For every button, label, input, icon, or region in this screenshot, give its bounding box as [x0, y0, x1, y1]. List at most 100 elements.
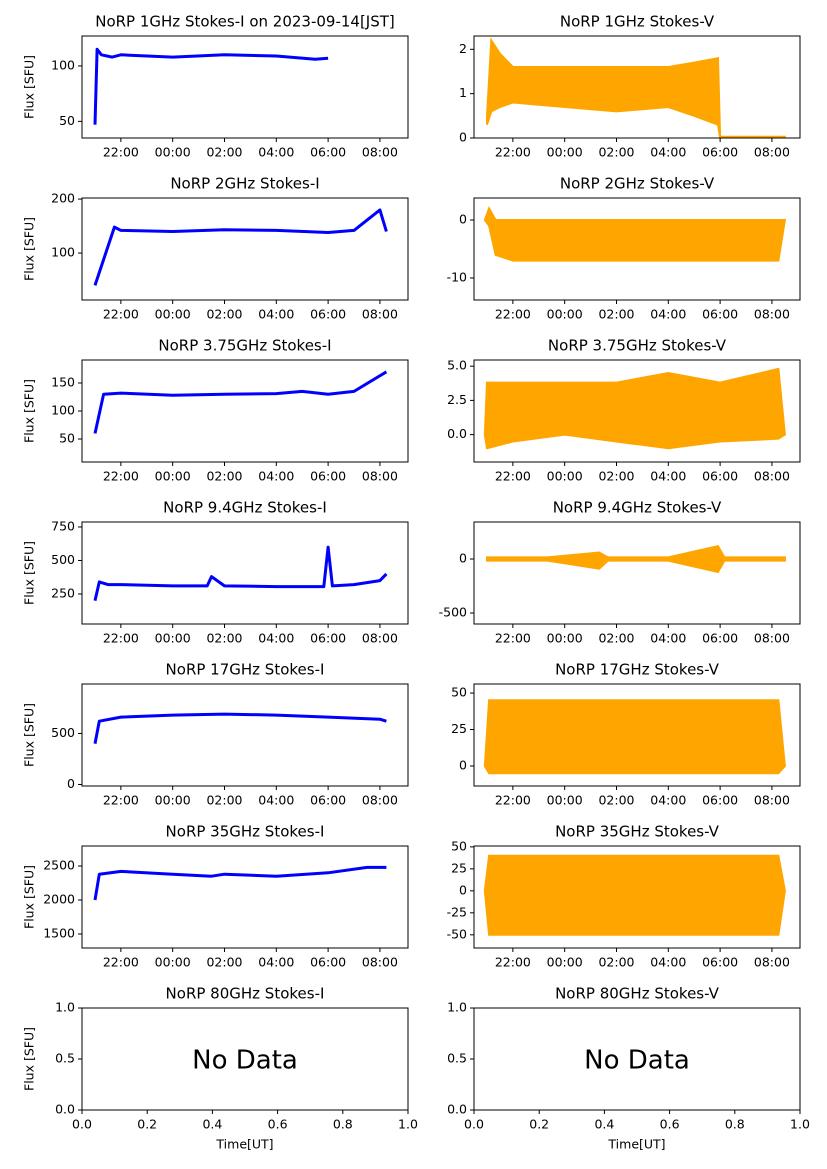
x-tick-label: 06:00 — [702, 307, 738, 322]
x-tick-label: 02:00 — [206, 631, 242, 646]
no-data-text: No Data — [584, 1046, 690, 1076]
y-tick-label: 50 — [59, 113, 75, 128]
x-tick-label: 06:00 — [310, 307, 346, 322]
y-axis-label: Flux [SFU] — [22, 865, 37, 929]
panel-title: NoRP 2GHz Stokes-V — [560, 175, 715, 193]
panel-frame — [81, 683, 409, 787]
y-tick-label: 0 — [459, 212, 467, 227]
x-tick-label: 04:00 — [258, 955, 294, 970]
panel-frame — [473, 35, 801, 139]
y-tick-label: 0.0 — [447, 426, 467, 441]
no-data-text: No Data — [192, 1046, 298, 1076]
x-tick-label: 1.0 — [790, 1117, 810, 1132]
y-tick-label: 25 — [451, 721, 467, 736]
x-tick-label: 0.4 — [202, 1117, 222, 1132]
x-tick-label: 0.8 — [333, 1117, 353, 1132]
x-tick-label: 00:00 — [547, 793, 583, 808]
x-tick-label: 06:00 — [702, 631, 738, 646]
x-tick-label: 06:00 — [702, 469, 738, 484]
panel-frame — [81, 1007, 409, 1111]
panel-frame — [473, 521, 801, 625]
x-tick-label: 04:00 — [258, 793, 294, 808]
x-tick-label: 00:00 — [155, 469, 191, 484]
x-tick-label: 0.0 — [464, 1117, 484, 1132]
x-tick-label: 06:00 — [310, 955, 346, 970]
x-tick-label: 02:00 — [206, 307, 242, 322]
x-tick-label: 00:00 — [155, 955, 191, 970]
y-tick-label: 100 — [51, 245, 75, 260]
flux-line — [93, 865, 387, 901]
x-tick-label: 02:00 — [598, 631, 634, 646]
y-tick-label: 100 — [51, 57, 75, 72]
panel-title: NoRP 17GHz Stokes-I — [166, 661, 325, 679]
x-tick-label: 22:00 — [495, 631, 531, 646]
y-tick-label: 0.0 — [447, 1102, 467, 1117]
x-tick-label: 02:00 — [206, 955, 242, 970]
y-tick-label: 1.0 — [55, 1000, 75, 1015]
y-axis-label: Flux [SFU] — [22, 541, 37, 605]
x-tick-label: 22:00 — [103, 793, 139, 808]
x-tick-label: 08:00 — [362, 793, 398, 808]
y-tick-label: 500 — [51, 725, 75, 740]
x-tick-label: 22:00 — [495, 469, 531, 484]
panel-title: NoRP 1GHz Stokes-V — [560, 13, 715, 31]
x-tick-label: 00:00 — [547, 631, 583, 646]
y-tick-label: 0 — [459, 758, 467, 773]
y-tick-label: 50 — [451, 838, 467, 853]
y-tick-label: 2.5 — [447, 392, 467, 407]
x-tick-label: 00:00 — [547, 307, 583, 322]
y-tick-label: 0 — [459, 882, 467, 897]
panel-frame — [81, 359, 409, 463]
flux-band — [483, 854, 786, 936]
x-tick-label: 04:00 — [650, 955, 686, 970]
panel-title: NoRP 80GHz Stokes-V — [555, 985, 720, 1003]
x-tick-label: 08:00 — [754, 145, 790, 160]
x-tick-label: 02:00 — [206, 145, 242, 160]
y-tick-label: 150 — [51, 374, 75, 389]
y-axis-label: Flux [SFU] — [22, 217, 37, 281]
x-tick-label: 06:00 — [310, 469, 346, 484]
panel-title: NoRP 9.4GHz Stokes-V — [553, 499, 722, 517]
x-tick-label: 22:00 — [103, 631, 139, 646]
panel-frame — [81, 521, 409, 625]
x-axis-label: Time[UT] — [607, 1137, 665, 1152]
panel-frame — [473, 359, 801, 463]
x-tick-label: 00:00 — [155, 145, 191, 160]
x-tick-label: 22:00 — [495, 793, 531, 808]
x-tick-label: 08:00 — [754, 469, 790, 484]
panel-title: NoRP 80GHz Stokes-I — [166, 985, 325, 1003]
x-tick-label: 00:00 — [547, 145, 583, 160]
y-axis-label: Flux [SFU] — [22, 379, 37, 443]
panel-title: NoRP 17GHz Stokes-V — [555, 661, 720, 679]
y-axis-label: Flux [SFU] — [22, 55, 37, 119]
y-tick-label: 2 — [459, 41, 467, 56]
y-tick-label: -50 — [447, 926, 467, 941]
x-tick-label: 00:00 — [155, 793, 191, 808]
y-tick-label: 25 — [451, 860, 467, 875]
panel-frame — [473, 197, 801, 301]
flux-line — [93, 47, 329, 125]
x-tick-label: 0.6 — [268, 1117, 288, 1132]
x-tick-label: 0.6 — [660, 1117, 680, 1132]
x-tick-label: 04:00 — [258, 307, 294, 322]
x-tick-label: 04:00 — [650, 793, 686, 808]
x-tick-label: 08:00 — [754, 793, 790, 808]
x-tick-label: 04:00 — [650, 631, 686, 646]
flux-band — [483, 206, 787, 262]
x-tick-label: 00:00 — [547, 469, 583, 484]
panel-title: NoRP 35GHz Stokes-I — [166, 823, 325, 841]
x-tick-label: 08:00 — [754, 307, 790, 322]
x-tick-label: 02:00 — [598, 145, 634, 160]
x-tick-label: 22:00 — [495, 307, 531, 322]
y-tick-label: -500 — [439, 604, 467, 619]
x-tick-label: 22:00 — [495, 145, 531, 160]
x-tick-label: 22:00 — [495, 955, 531, 970]
x-tick-label: 02:00 — [598, 307, 634, 322]
y-tick-label: 500 — [51, 552, 75, 567]
y-tick-label: 0 — [459, 551, 467, 566]
x-tick-label: 06:00 — [702, 955, 738, 970]
x-tick-label: 08:00 — [362, 631, 398, 646]
panel-title: NoRP 1GHz Stokes-I on 2023-09-14[JST] — [95, 13, 395, 31]
x-tick-label: 08:00 — [362, 469, 398, 484]
